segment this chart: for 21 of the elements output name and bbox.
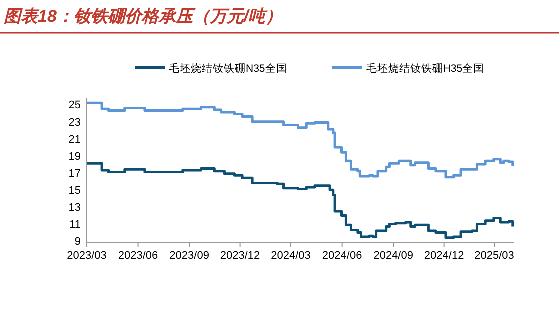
x-tick-label: 2025/03 — [474, 250, 514, 262]
y-tick-label: 11 — [70, 219, 81, 232]
x-tick-label: 2023/12 — [220, 250, 260, 262]
y-tick-label: 19 — [68, 150, 81, 163]
x-tick-label: 2023/06 — [118, 250, 158, 262]
x-tick-label: 2024/09 — [374, 250, 414, 262]
y-tick-label: 9 — [74, 236, 81, 248]
chart-title: 图表18：钕铁硼价格承压（万元/吨） — [4, 7, 283, 26]
x-tick-label: 2024/12 — [424, 250, 464, 262]
legend-label: 毛坯烧结钕铁硼H35全国 — [366, 62, 485, 75]
legend-label: 毛坯烧结钕铁硼N35全国 — [169, 62, 288, 75]
y-tick-label: 13 — [68, 202, 81, 214]
y-tick-label: 15 — [68, 185, 81, 198]
x-tick-label: 2023/09 — [170, 250, 210, 262]
x-tick-label: 2023/03 — [67, 250, 107, 262]
y-tick-label: 23 — [68, 116, 81, 129]
y-tick-label: 21 — [68, 134, 81, 146]
x-tick-label: 2024/06 — [322, 250, 362, 262]
y-tick-label: 25 — [68, 100, 81, 112]
x-tick-label: 2024/03 — [271, 250, 311, 262]
y-tick-label: 17 — [68, 168, 81, 180]
